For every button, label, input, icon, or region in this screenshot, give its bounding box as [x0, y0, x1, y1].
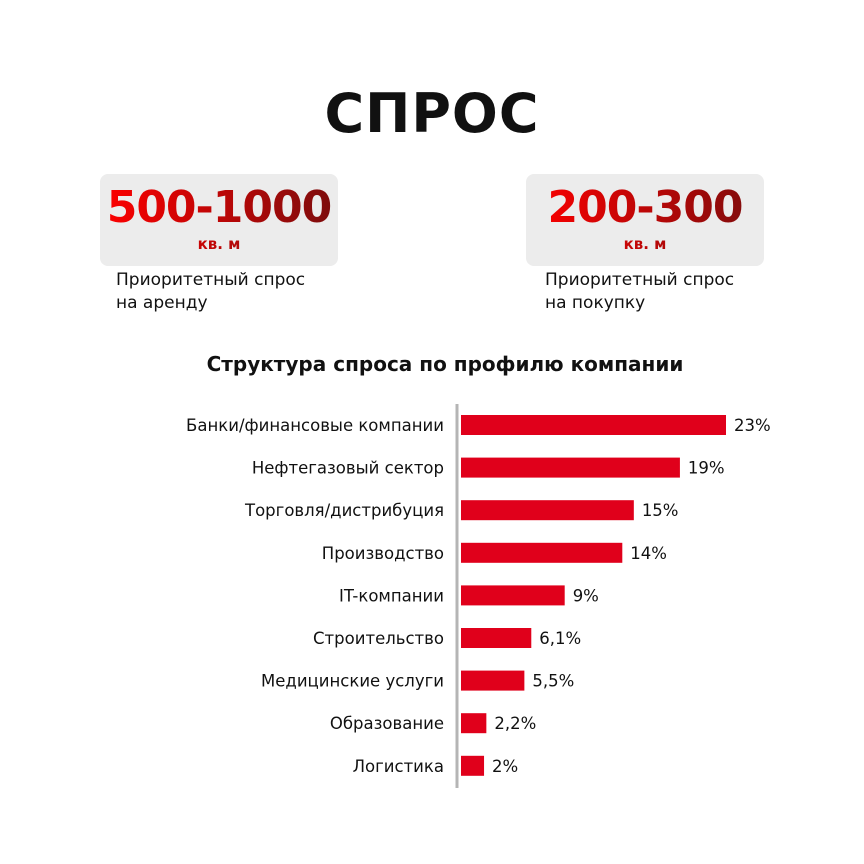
stat-box-purchase: 200-300 кв. м [526, 174, 764, 266]
bar [461, 500, 634, 521]
value-label: 19% [688, 459, 725, 478]
category-label: IT-компании [339, 586, 444, 605]
category-label: Медицинские услуги [261, 672, 444, 691]
value-label: 2% [492, 757, 518, 776]
bar [461, 457, 680, 478]
category-label: Банки/финансовые компании [186, 416, 444, 435]
value-label: 2,2% [494, 714, 536, 733]
stat-box-rent: 500-1000 кв. м [100, 174, 338, 266]
value-label: 5,5% [532, 672, 574, 691]
bar [461, 415, 726, 435]
stat-caption-purchase: Приоритетный спрос на покупку [545, 270, 735, 313]
stat-value-purchase: 200-300 [526, 182, 764, 234]
value-label: 15% [642, 501, 679, 520]
bar [461, 713, 487, 734]
value-label: 23% [734, 416, 771, 435]
value-label: 9% [573, 586, 599, 605]
bar [461, 542, 623, 563]
bar [461, 670, 525, 691]
chart-title: Структура спроса по профилю компании [206, 352, 684, 376]
stat-value-rent: 500-1000 [100, 182, 338, 234]
category-label: Торговля/дистрибуция [244, 501, 444, 520]
value-label: 14% [630, 544, 667, 563]
stat-caption-rent: Приоритетный спрос на аренду [116, 270, 306, 313]
bar [461, 628, 532, 648]
category-label: Логистика [353, 757, 444, 776]
bar [461, 585, 565, 606]
stat-unit-rent: кв. м [100, 234, 338, 254]
page-title: СПРОС [324, 82, 540, 145]
category-label: Строительство [313, 629, 444, 648]
category-label: Образование [330, 714, 444, 733]
stat-unit-purchase: кв. м [526, 234, 764, 254]
category-label: Производство [322, 544, 444, 563]
bar [461, 755, 485, 776]
value-label: 6,1% [539, 629, 581, 648]
category-label: Нефтегазовый сектор [252, 459, 444, 478]
